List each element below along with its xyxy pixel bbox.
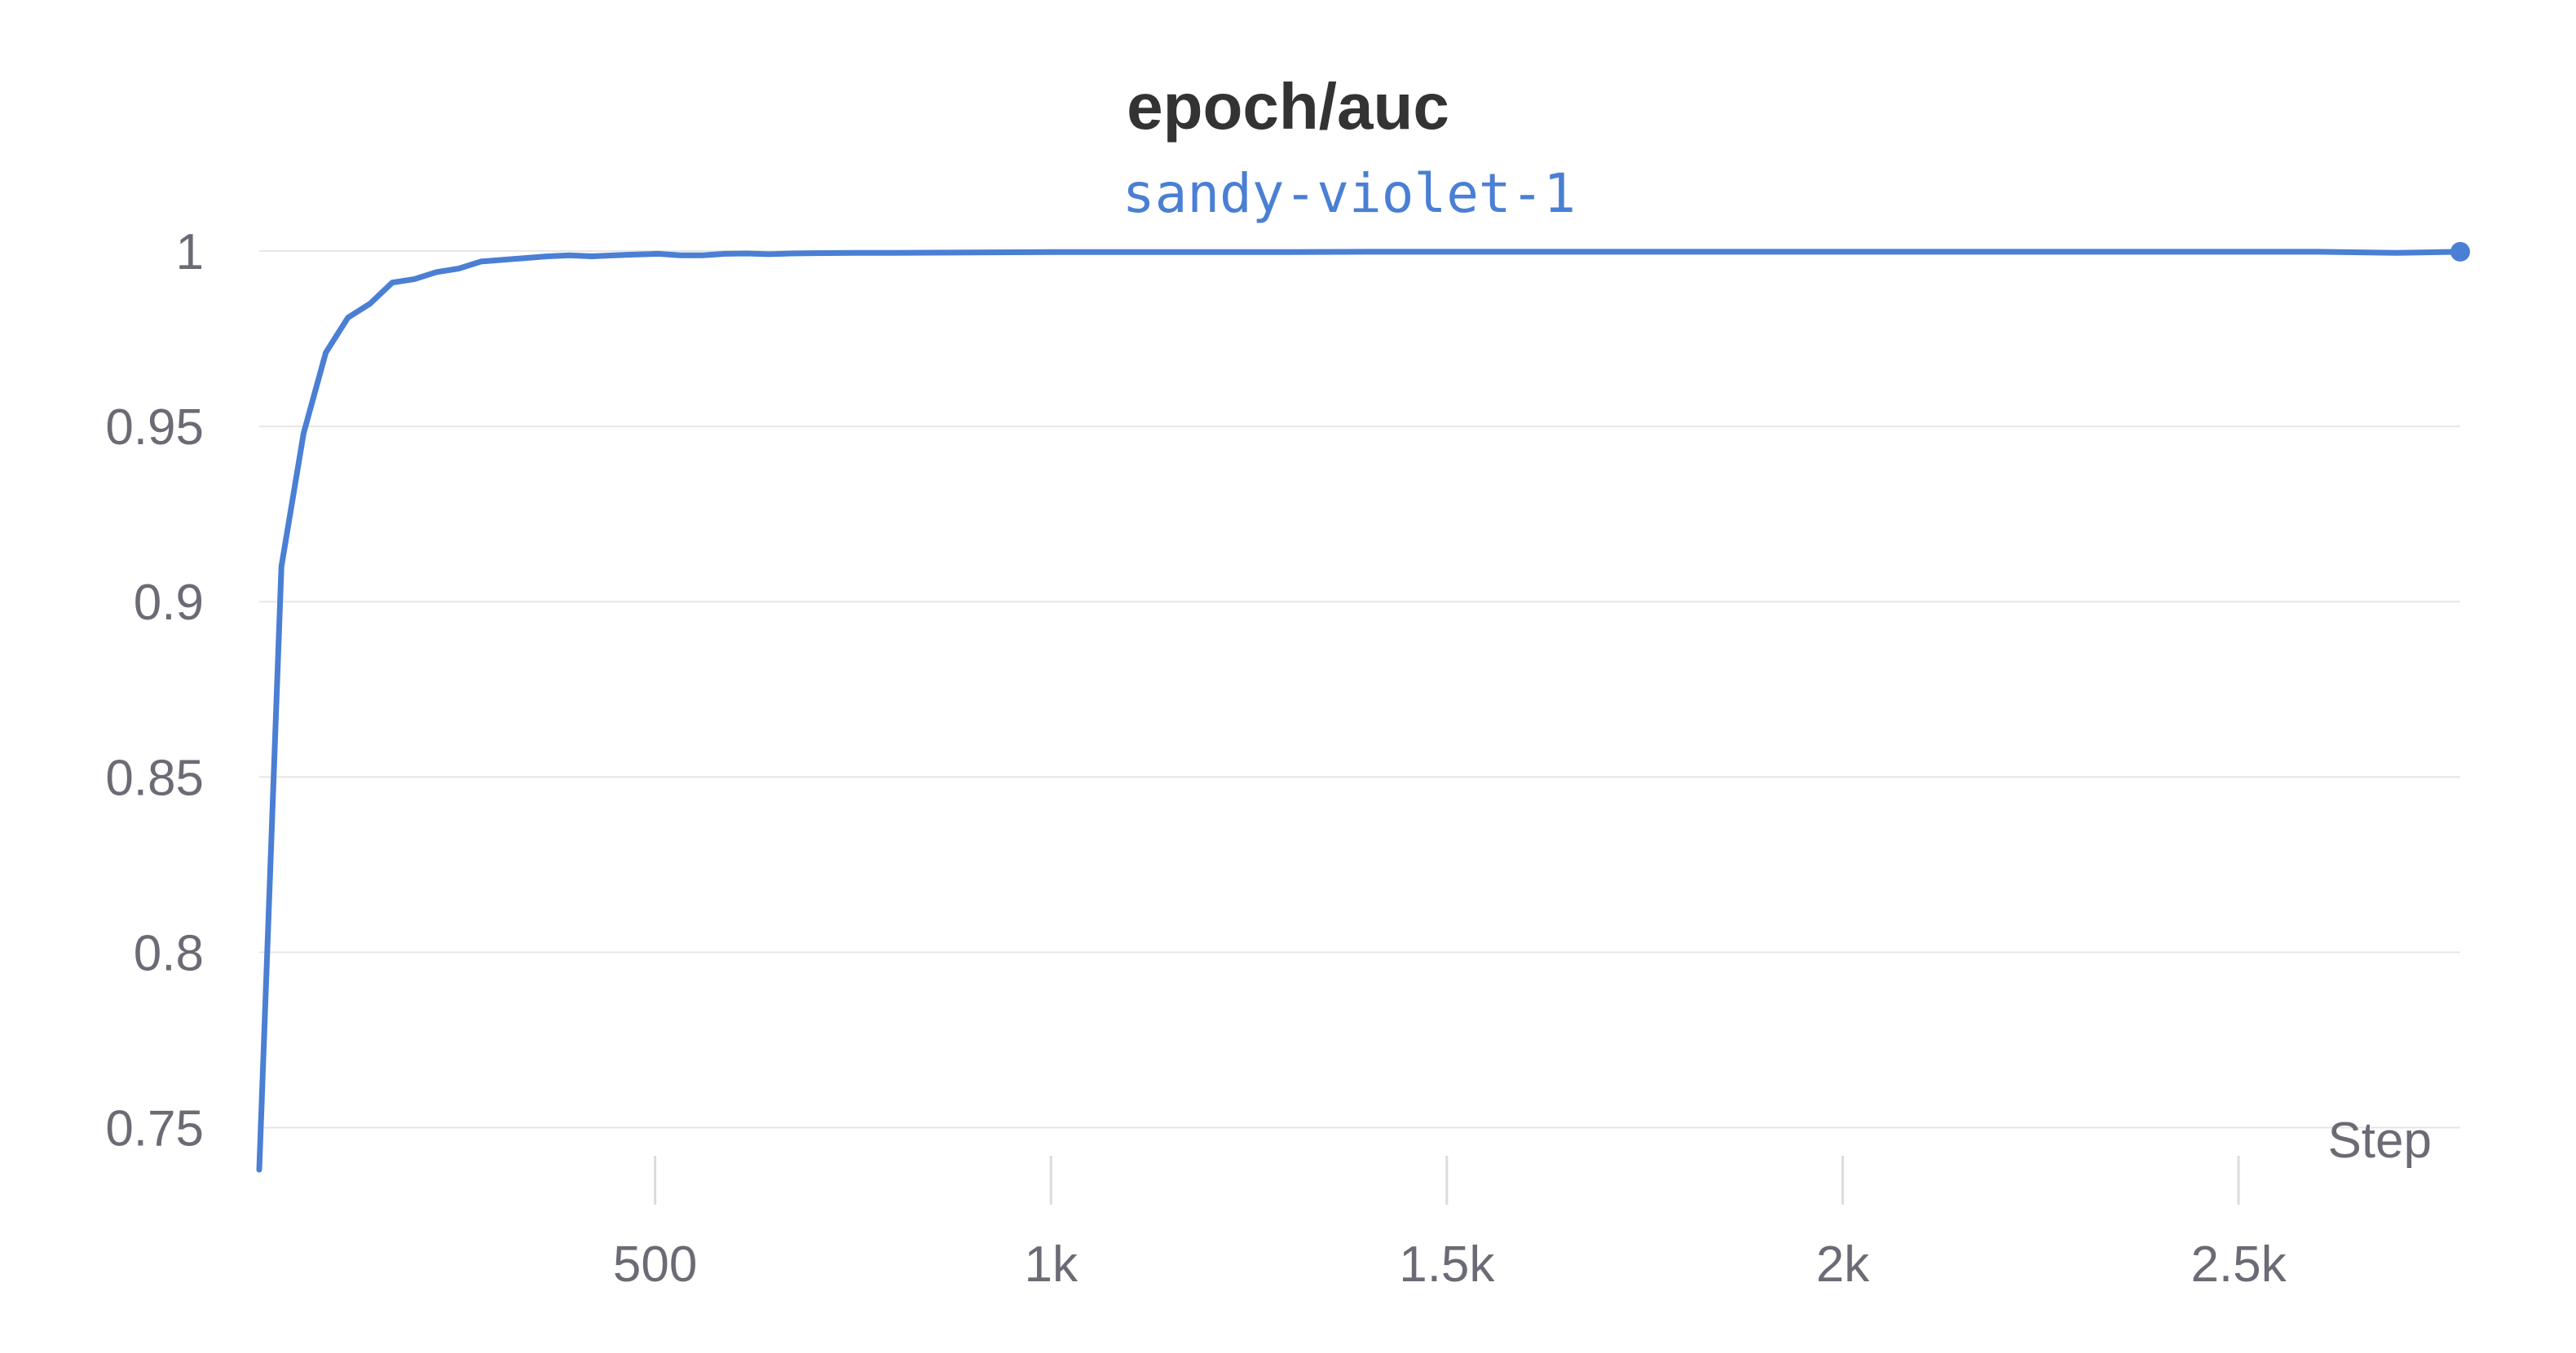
x-tick-label: 2k	[1816, 1236, 1870, 1293]
y-tick-label: 0.8	[134, 925, 204, 981]
y-tick-label: 0.85	[105, 750, 204, 806]
y-tick-label: 0.9	[134, 575, 204, 631]
series-layer	[256, 241, 2470, 1173]
y-tick-label: 1	[176, 224, 204, 280]
legend-series-label: sandy-violet-1	[1123, 162, 1576, 225]
x-tick-label: 1k	[1024, 1236, 1078, 1293]
x-axis-ticks: 500 1k 1.5k 2k 2.5k	[613, 1156, 2287, 1293]
y-axis-ticks: 0.75 0.8 0.85 0.9 0.95 1	[105, 224, 204, 1157]
y-tick-label: 0.95	[105, 399, 204, 456]
x-tick-label: 2.5k	[2190, 1236, 2287, 1293]
y-tick-label: 0.75	[105, 1100, 204, 1157]
series-end-point	[2450, 241, 2470, 262]
x-tick-label: 1.5k	[1399, 1236, 1495, 1293]
x-axis-label: Step	[2327, 1113, 2432, 1169]
grid-lines	[259, 250, 2460, 1129]
x-tick-label: 500	[613, 1236, 697, 1293]
series-line-sandy-violet-1	[256, 249, 2464, 1173]
chart-title: epoch/auc	[1127, 70, 1449, 143]
